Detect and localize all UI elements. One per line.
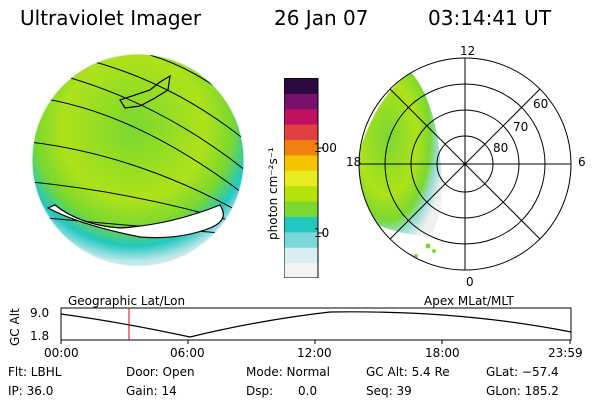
- time-tick-0600: 06:00: [170, 346, 205, 360]
- coastline: [46, 204, 224, 239]
- earth-disk: [32, 54, 244, 266]
- mode-status: Mode: Normal: [246, 365, 330, 379]
- mlt-label-18: 18: [346, 155, 362, 169]
- sequence-status: Seq: 39: [366, 384, 412, 398]
- altitude-tick-high: 9.0: [30, 306, 50, 320]
- colorbar-stripe: [284, 262, 318, 278]
- latitude-line: [32, 139, 244, 216]
- mlt-label-6: 6: [578, 155, 586, 169]
- colorbar-stripe: [284, 247, 318, 264]
- colorbar-stripe: [284, 78, 318, 94]
- time-tick-1800: 18:00: [425, 346, 460, 360]
- altitude-plot-frame: [60, 307, 572, 341]
- colorbar-stripe: [284, 216, 318, 233]
- colorbar-stripe: [284, 154, 318, 171]
- colorbar-stripe: [284, 231, 318, 248]
- coastline: [119, 74, 171, 109]
- lat-label-80: 80: [493, 141, 509, 155]
- geographic-projection-label: Geographic Lat/Lon: [68, 294, 186, 308]
- instrument-title: Ultraviolet Imager: [20, 6, 202, 30]
- geographic-disk-image: [31, 53, 245, 267]
- mlt-label-12: 12: [460, 44, 476, 58]
- altitude-plot: [60, 307, 572, 344]
- ip-status: IP: 36.0: [8, 384, 54, 398]
- colorbar-stripe: [284, 108, 318, 125]
- door-status: Door: Open: [126, 365, 195, 379]
- filter-status: Flt: LBHL: [8, 365, 62, 379]
- colorbar: [284, 78, 324, 278]
- dsp-label: Dsp:: [246, 384, 274, 398]
- dsp-value: 0.0: [298, 384, 318, 398]
- colorbar-stripe: [284, 170, 318, 187]
- time-tick-0000: 00:00: [44, 346, 79, 360]
- gc-altitude-status: GC Alt: 5.4 Re: [366, 365, 450, 379]
- image-date: 26 Jan 07: [274, 6, 369, 30]
- geo-latitude-status: GLat: −57.4: [486, 365, 559, 379]
- longitude-line: [79, 57, 244, 141]
- mlt-meridian: [389, 88, 541, 240]
- altitude-curve: [60, 311, 572, 338]
- colorbar-unit-label: photon cm⁻²s⁻¹: [266, 147, 280, 240]
- aurora-spot: [432, 249, 436, 253]
- apex-projection-label: Apex MLat/MLT: [424, 294, 514, 308]
- colorbar-stripe: [284, 139, 318, 156]
- polar-plot: [358, 57, 572, 271]
- mlt-label-0: 0: [466, 275, 474, 289]
- gain-status: Gain: 14: [126, 384, 177, 398]
- colorbar-tick-100: 100: [314, 141, 337, 155]
- colorbar-stripe: [284, 201, 318, 217]
- lat-label-70: 70: [513, 120, 529, 134]
- time-tick-1200: 12:00: [297, 346, 332, 360]
- aurora-spot: [404, 258, 408, 262]
- altitude-tick-low: 1.8: [30, 329, 50, 343]
- geo-longitude-status: GLon: 185.2: [486, 384, 559, 398]
- colorbar-stripe: [284, 185, 318, 202]
- colorbar-tick-10: 10: [314, 226, 330, 240]
- colorbar-stripe: [284, 93, 318, 110]
- image-time: 03:14:41 UT: [428, 6, 552, 30]
- aurora-spot: [425, 243, 431, 249]
- colorbar-stripe: [284, 124, 318, 141]
- lat-label-60: 60: [533, 97, 549, 111]
- time-tick-2359: 23:59: [548, 346, 583, 360]
